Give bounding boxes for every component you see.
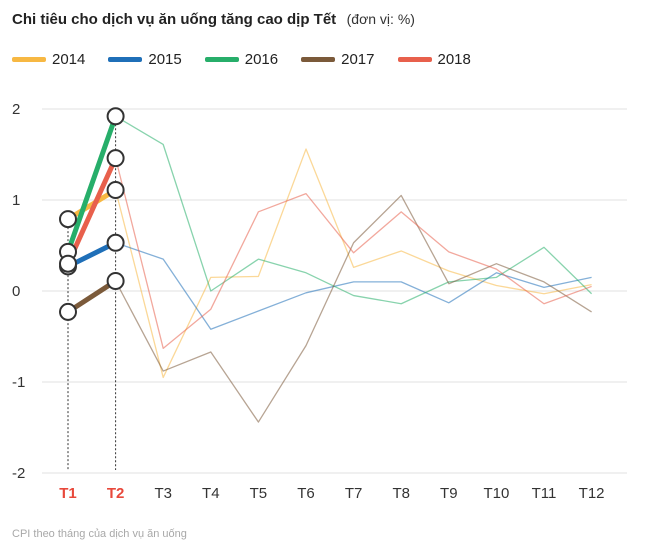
x-tick-label-T3: T3 xyxy=(154,485,172,502)
y-tick-label: 1 xyxy=(12,192,20,209)
x-tick-label-T7: T7 xyxy=(345,485,363,502)
legend-item-2016: 2016 xyxy=(204,51,279,68)
legend-label-2015: 2015 xyxy=(148,51,182,68)
data-point-2014-T1 xyxy=(59,210,77,229)
legend-swatch-2014 xyxy=(12,57,46,62)
x-tick-label-T12: T12 xyxy=(579,485,605,502)
x-tick-label-T10: T10 xyxy=(483,485,509,502)
highlight-segment-2018 xyxy=(65,155,119,267)
data-point-2018-T2 xyxy=(106,149,125,168)
data-point-2016-T2 xyxy=(106,107,125,126)
chart-title: Chi tiêu cho dịch vụ ăn uống tăng cao dị… xyxy=(12,11,337,28)
legend-swatch-2018 xyxy=(397,57,432,62)
x-tick-label-T9: T9 xyxy=(440,485,458,502)
highlight-segment-2016 xyxy=(65,113,119,255)
legend-label-2014: 2014 xyxy=(52,51,86,68)
legend-item-2014: 2014 xyxy=(12,51,85,68)
data-point-2015-T2 xyxy=(106,233,125,252)
series-line-2014 xyxy=(114,148,592,379)
series-line-2017 xyxy=(115,194,592,423)
y-tick-label: 2 xyxy=(12,101,20,118)
data-point-2014-T2 xyxy=(106,180,125,199)
legend-swatch-2017 xyxy=(301,57,336,62)
x-tick-label-T5: T5 xyxy=(250,485,268,502)
y-tick-label: -1 xyxy=(12,374,25,391)
legend-swatch-2016 xyxy=(204,57,239,62)
chart-legend: 2014 2015 2016 2017 2018 xyxy=(12,51,494,68)
x-tick-label-T6: T6 xyxy=(297,485,315,502)
legend-label-2017: 2017 xyxy=(341,51,375,68)
legend-item-2018: 2018 xyxy=(397,51,471,68)
x-tick-label-T1: T1 xyxy=(59,485,77,502)
x-tick-label-T11: T11 xyxy=(532,485,557,502)
data-point-2017-T2 xyxy=(106,271,125,290)
y-tick-label: -2 xyxy=(12,465,25,482)
chart-unit: (đơn vị: %) xyxy=(346,11,415,27)
x-tick-label-T2: T2 xyxy=(107,485,125,502)
data-point-2017-T1 xyxy=(59,302,77,321)
legend-label-2016: 2016 xyxy=(244,51,279,68)
series-line-2016 xyxy=(115,115,593,305)
y-tick-label: 0 xyxy=(12,283,20,300)
series-line-2015 xyxy=(115,242,592,330)
highlight-segment-2014 xyxy=(65,187,119,222)
legend-swatch-2015 xyxy=(108,57,143,62)
legend-label-2018: 2018 xyxy=(437,51,471,68)
legend-item-2015: 2015 xyxy=(108,51,182,68)
x-tick-label-T4: T4 xyxy=(202,485,220,502)
x-tick-label-T8: T8 xyxy=(392,485,410,502)
highlight-segment-2017 xyxy=(65,278,119,315)
series-line-2018 xyxy=(114,157,592,349)
legend-item-2017: 2017 xyxy=(301,51,375,68)
data-point-2018-T1 xyxy=(59,254,77,273)
source-note: CPI theo tháng của dịch vụ ăn uống xyxy=(12,528,187,540)
chart-title-row: Chi tiêu cho dịch vụ ăn uống tăng cao dị… xyxy=(12,11,415,29)
